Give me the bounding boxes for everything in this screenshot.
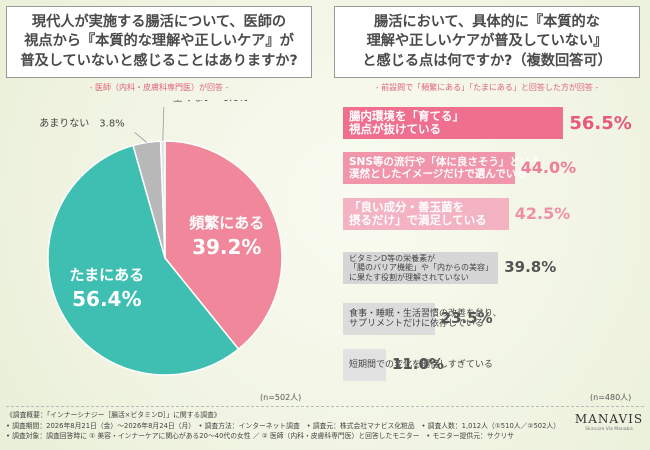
survey-footer: 《調査概要：「インナーシナジー［腸活×ビタミンD］」に関する調査》 • 調査期間… (6, 406, 644, 446)
left-question-text: 現代人が実施する腸活について、医師の 視点から『本質的な理解や正しいケア』が 普… (12, 13, 305, 72)
pie-category-label: たまにある (70, 266, 145, 284)
bar-label-line: に果たす役割が理解されていない (349, 272, 469, 282)
bar-category-label: 「良い成分・善玉菌を 摂るだけ」で満足している (349, 198, 487, 230)
brand-tagline: Skincare Via Manabis (585, 427, 633, 432)
pie-outside-label: あまりない 3.8% (39, 117, 124, 129)
bar-label-line: 「良い成分・善玉菌を (349, 199, 464, 214)
bar (343, 349, 386, 381)
bar-label-line: 視点が抜けている (349, 122, 441, 136)
bar-category-label: ビタミンD等の栄養素が 「腸のバリア機能」や「内からの美容」 に果たす役割が理解され… (349, 252, 493, 284)
bar-value-label: 56.5% (569, 113, 632, 134)
survey-target-line: • 調査対象：調査回答時に ① 美容・インナーケアに関心がある20〜40代の女性… (6, 432, 515, 440)
bar-label-line: 漠然としたイメージだけで選んでいる (349, 168, 527, 180)
bar-label-line: ビタミンD等の栄養素が (349, 254, 436, 264)
right-question-text: 腸活において、具体的に『本質的な 理解や正しいケアが普及していない』 と感じる点… (354, 13, 619, 72)
bar-value-label: 23.5% (440, 309, 493, 327)
survey-title: 《調査概要：「インナーシナジー［腸活×ビタミンD］」に関する調査》 (6, 411, 221, 419)
bar-label-line: 摂るだけ」で満足している (349, 213, 487, 227)
left-respondent-caption: - 医師（内科・皮膚科専門医）が回答 - (89, 83, 229, 92)
pie-leader-line (134, 132, 147, 143)
bar-category-label: 食事・睡眠・生活習慣の改善を怠り、 サプリメントだけに依存している (349, 303, 502, 335)
right-question-line: と感じる点は何ですか?（複数回答可） (362, 52, 612, 69)
bar-category-label: 腸内環境を「育てる」 視点が抜けている (349, 107, 464, 139)
pie-value-label: 39.2% (192, 235, 261, 259)
bar-label-line: 腸内環境を「育てる」 (349, 108, 464, 123)
bar (343, 303, 435, 335)
pie-outside-label: 全くない 0.6% (173, 100, 248, 104)
left-question-line: 現代人が実施する腸活について、医師の (31, 13, 287, 30)
bar-label-line: 短期間での変化を期待しすぎている (349, 359, 493, 370)
bar-value-label: 11.0% (391, 355, 444, 373)
bar-label-line: SNS等の流行や「体に良さそう」という (349, 155, 541, 168)
bar-label-line: 「腸のバリア機能」や「内からの美容」 (349, 263, 493, 273)
bar (343, 152, 515, 184)
pie-value-label: 56.4% (72, 287, 141, 311)
bar-value-label: 44.0% (520, 158, 577, 177)
right-respondent-caption: - 前設問で「頻繁にある」「たまにある」と回答した方が回答 - (375, 83, 599, 92)
pie-chart: 頻繁にある 39.2% たまにある 56.4% あまりない 3.8% 全くない 0.6% (39, 100, 283, 376)
pie-slice (164, 140, 283, 351)
pie-leader-line (162, 107, 165, 142)
bar-category-label: 短期間での変化を期待しすぎている (349, 349, 493, 381)
brand-name: MANAVIS (574, 412, 644, 426)
bar (343, 107, 564, 139)
right-question-line: 理解や正しいケアが普及していない』 (366, 33, 608, 50)
right-sample-size: (n=480人) (590, 393, 632, 402)
pie-category-label: 頻繁にある (189, 214, 264, 232)
bar-label-line: 食事・睡眠・生活習慣の改善を怠り、 (349, 308, 502, 319)
right-question-line: 腸活において、具体的に『本質的な (374, 13, 600, 30)
bar-value-label: 39.8% (504, 258, 557, 276)
left-question-line: 普及していないと感じることはありますか? (20, 52, 298, 69)
bar-label-line: サプリメントだけに依存している (349, 319, 484, 329)
brand-logo: MANAVIS Skincare Via Manabis (574, 412, 644, 432)
bar-value-label: 42.5% (514, 204, 571, 223)
pie-slice (47, 144, 240, 376)
left-question-line: 視点から『本質的な理解や正しいケア』が (24, 33, 294, 50)
bar (343, 252, 499, 284)
survey-period-line: • 調査期間：2026年8月21日（金）〜2026年8月24日（月） • 調査方… (6, 421, 561, 430)
left-question-box: 現代人が実施する腸活について、医師の 視点から『本質的な理解や正しいケア』が 普… (6, 6, 312, 78)
bar (343, 198, 509, 230)
bar-category-label: SNS等の流行や「体に良さそう」という 漠然としたイメージだけで選んでいる (349, 152, 541, 184)
right-question-box: 腸活において、具体的に『本質的な 理解や正しいケアが普及していない』 と感じる点… (334, 6, 640, 78)
left-sample-size: (n=502人) (260, 393, 302, 402)
